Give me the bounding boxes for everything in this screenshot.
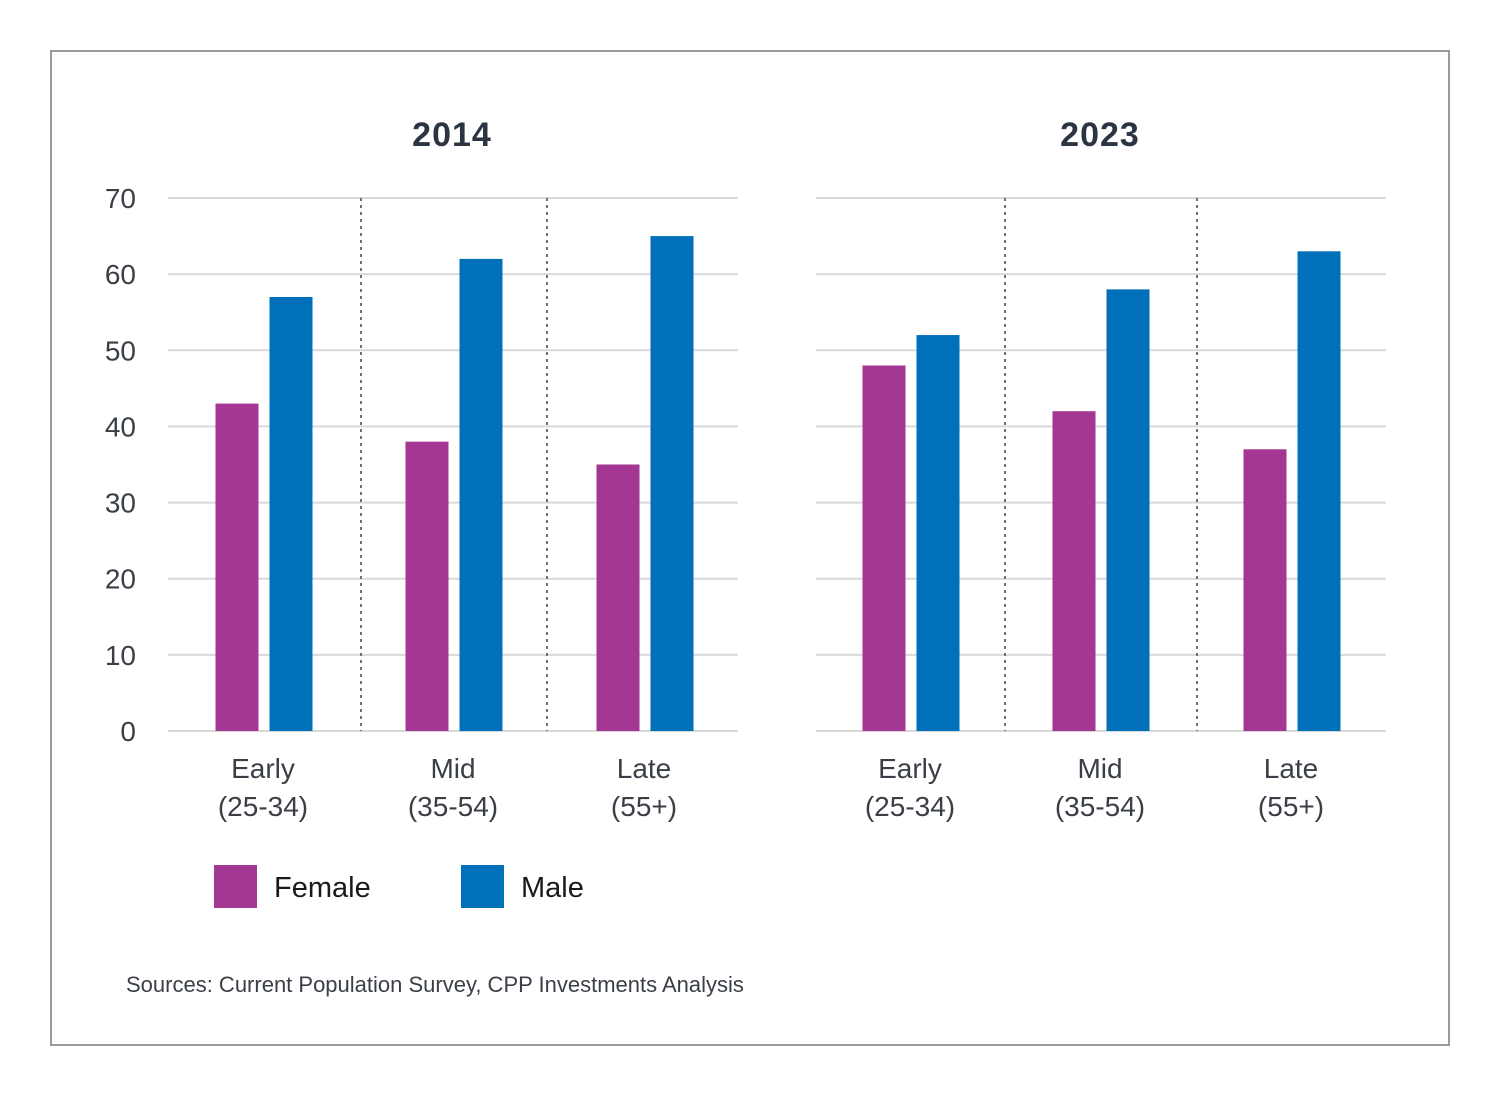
x-tick-label: (25-34) xyxy=(865,791,955,822)
bar-female-early xyxy=(862,365,906,731)
x-tick-label: (35-54) xyxy=(408,791,498,822)
y-tick-label: 60 xyxy=(105,259,136,290)
x-tick-label: Mid xyxy=(430,753,475,784)
x-tick-label: (25-34) xyxy=(218,791,308,822)
legend-swatch-female xyxy=(214,865,257,908)
y-tick-label: 20 xyxy=(105,564,136,595)
bar-female-mid xyxy=(405,441,449,731)
legend: Female Male xyxy=(214,865,584,908)
bar-male-early xyxy=(269,296,313,731)
bar-male-late xyxy=(650,236,694,732)
chart-panels: 2014 0 10 20 30 40 50 60 70 Early (25-34) Mid (35-54… xyxy=(105,116,1386,822)
panel-title: 2023 xyxy=(1060,116,1140,154)
x-tick-label: Early xyxy=(231,753,295,784)
chart-panel-2014: 2014 0 10 20 30 40 50 60 70 Early (25-34) Mid (35-54… xyxy=(105,116,738,822)
x-tick-label: Early xyxy=(878,753,942,784)
x-tick-label: Late xyxy=(617,753,672,784)
bar-female-late xyxy=(596,464,640,731)
bar-female-late xyxy=(1243,449,1287,731)
y-tick-label: 10 xyxy=(105,640,136,671)
y-tick-label: 40 xyxy=(105,411,136,442)
x-tick-label: (55+) xyxy=(611,791,677,822)
bar-male-late xyxy=(1297,251,1341,732)
x-tick-label: (35-54) xyxy=(1055,791,1145,822)
x-tick-label: Late xyxy=(1264,753,1319,784)
bar-male-mid xyxy=(459,258,503,731)
x-tick-label: Mid xyxy=(1077,753,1122,784)
y-tick-label: 0 xyxy=(120,716,136,747)
bar-male-early xyxy=(916,335,960,731)
panel-title: 2014 xyxy=(412,116,492,154)
chart-panel-2023: 2023 Early (25-34) Mid (35-54) Late (55+) xyxy=(816,116,1386,822)
x-tick-label: (55+) xyxy=(1258,791,1324,822)
legend-label-female: Female xyxy=(274,872,371,904)
legend-swatch-male xyxy=(461,865,504,908)
y-tick-label: 50 xyxy=(105,335,136,366)
source-note: Sources: Current Population Survey, CPP … xyxy=(126,972,744,997)
bar-female-mid xyxy=(1052,411,1096,731)
y-tick-label: 70 xyxy=(105,183,136,214)
legend-label-male: Male xyxy=(521,872,584,904)
y-tick-label: 30 xyxy=(105,488,136,519)
bar-male-mid xyxy=(1106,289,1150,731)
bar-female-early xyxy=(215,403,259,731)
